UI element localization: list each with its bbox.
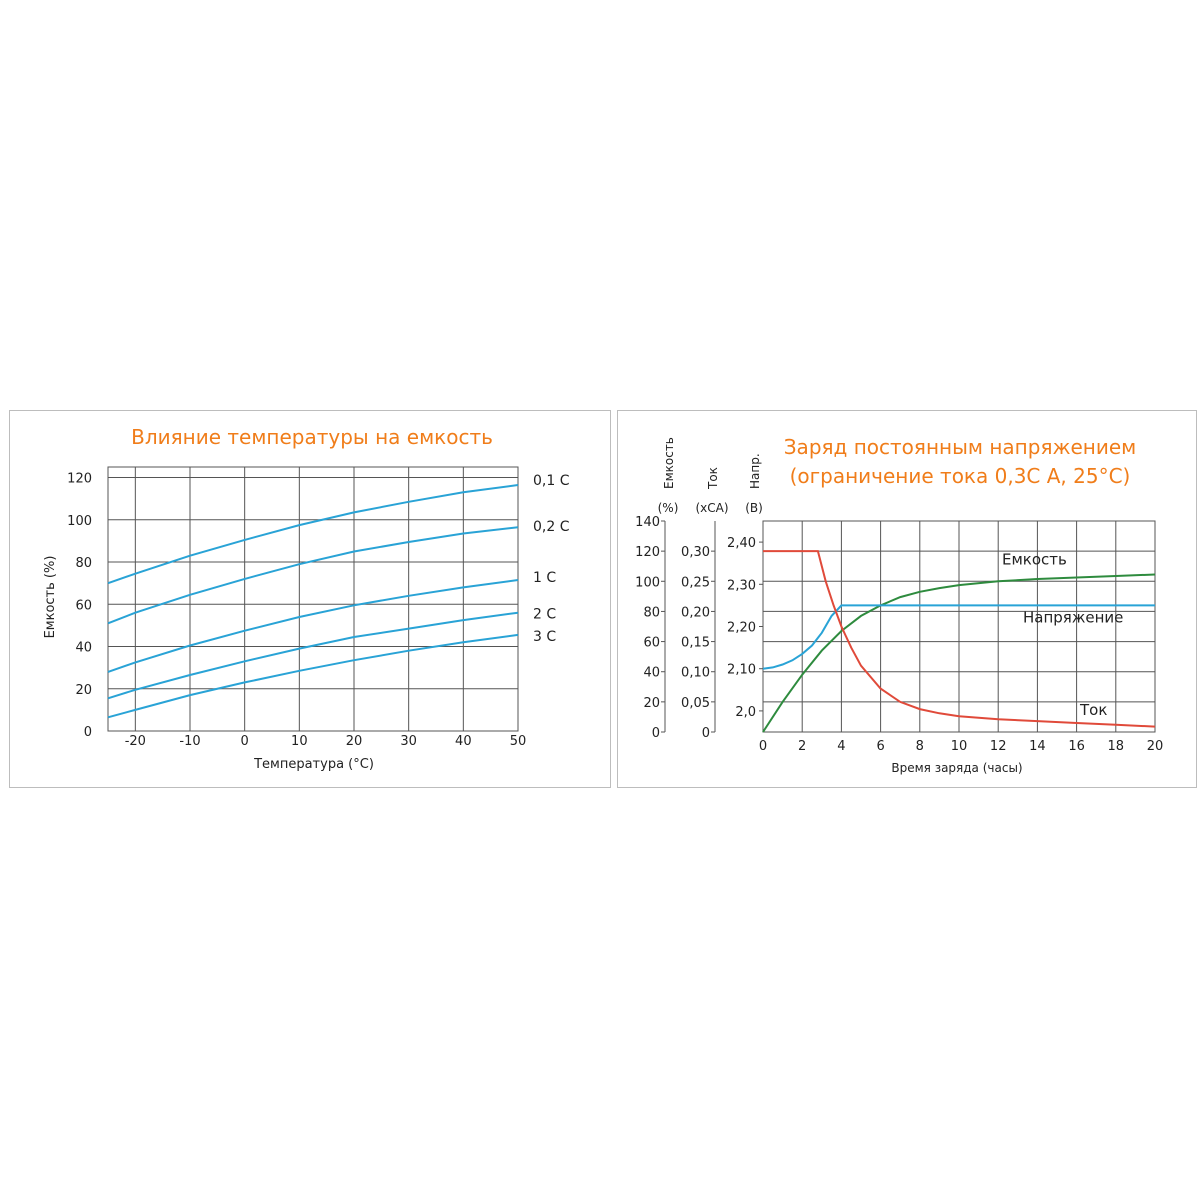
axis-header-unit: (%) xyxy=(658,501,679,515)
x-tick-label: 4 xyxy=(837,739,845,754)
series-lines xyxy=(107,484,519,719)
y-tick-label: 20 xyxy=(75,683,92,698)
x-tick-label: 12 xyxy=(990,739,1007,754)
series-label: Емкость xyxy=(1002,551,1067,569)
series-label: Напряжение xyxy=(1023,608,1123,626)
y-tick-label: 80 xyxy=(643,605,660,620)
y-tick-label: 80 xyxy=(75,556,92,571)
y-tick-label: 0 xyxy=(84,725,92,740)
series-label: 0,2 C xyxy=(533,519,570,535)
axis-header-unit: (хСА) xyxy=(695,501,728,515)
series-line xyxy=(762,604,1155,670)
series-label: 0,1 C xyxy=(533,473,570,489)
y-tick-label: 0,10 xyxy=(681,666,710,681)
series-labels: Емкость Напряжение Ток xyxy=(1002,551,1123,720)
x-tick-label: 30 xyxy=(400,734,417,749)
y-tick-label: 40 xyxy=(643,666,660,681)
series-label: 3 C xyxy=(533,629,556,645)
axis-header-label: Напр. xyxy=(748,453,762,489)
x-tick-label: 0 xyxy=(241,734,249,749)
x-tick-labels: 0 2 4 6 8 10 12 14 16 18 20 xyxy=(759,739,1163,754)
y-tick-label: 0,20 xyxy=(681,605,710,620)
series-label: 1 C xyxy=(533,570,556,586)
x-tick-labels: -20 -10 0 10 20 30 40 50 xyxy=(125,734,527,749)
constant-voltage-charge-panel: Заряд постоянным напряжением (ограничени… xyxy=(617,410,1197,788)
axis-header-label: Ток xyxy=(706,467,720,490)
chart-subtitle: (ограничение тока 0,3С А, 25°С) xyxy=(790,464,1131,488)
x-tick-label: 50 xyxy=(510,734,527,749)
series-label: 2 C xyxy=(533,607,556,623)
series-label: Ток xyxy=(1079,701,1107,719)
x-tick-label: -10 xyxy=(179,734,200,749)
series-line xyxy=(762,573,1156,733)
y-tick-label: 0,05 xyxy=(681,696,710,711)
y-tick-labels: 0 20 40 60 80 100 120 xyxy=(67,472,92,740)
y-axis-label: Емкость (%) xyxy=(43,556,58,639)
y-tick-label: 20 xyxy=(643,696,660,711)
y-tick-label: 0 xyxy=(702,726,710,741)
x-tick-label: 0 xyxy=(759,739,767,754)
chart-title: Влияние температуры на емкость xyxy=(131,425,493,449)
y-tick-label: 0 xyxy=(652,726,660,741)
series-line xyxy=(107,484,519,585)
x-tick-label: 16 xyxy=(1068,739,1085,754)
x-axis-label: Время заряда (часы) xyxy=(891,761,1022,775)
y-tick-label: 100 xyxy=(635,575,660,590)
y-tick-label: 0,30 xyxy=(681,545,710,560)
y-tick-label: 120 xyxy=(635,545,660,560)
y-tick-label: 2,30 xyxy=(727,578,756,593)
x-tick-label: 6 xyxy=(876,739,884,754)
series-line xyxy=(107,611,519,700)
axis-header-unit: (В) xyxy=(745,501,763,515)
x-axis-label: Температура (°C) xyxy=(253,757,374,772)
x-tick-label: 8 xyxy=(916,739,924,754)
y-tick-label: 100 xyxy=(67,514,92,529)
y-tick-label: 2,10 xyxy=(727,663,756,678)
series-labels: 0,1 C 0,2 C 1 C 2 C 3 C xyxy=(533,473,570,645)
y-tick-label: 60 xyxy=(643,636,660,651)
series-line xyxy=(763,550,1156,728)
y-tick-label: 0,25 xyxy=(681,575,710,590)
x-tick-label: 14 xyxy=(1029,739,1046,754)
x-tick-label: 10 xyxy=(951,739,968,754)
y-tick-label: 140 xyxy=(635,515,660,530)
x-tick-label: 40 xyxy=(455,734,472,749)
y-tick-labels: 0 20 40 60 80 100 120 140 0 0,05 0,10 0,15 0,20 0,25 0… xyxy=(635,515,763,741)
y-tick-label: 0,15 xyxy=(681,636,710,651)
series-line xyxy=(107,633,519,719)
temperature-capacity-chart: Влияние температуры на емкость 0 20 40 60 80… xyxy=(43,425,570,772)
y-tick-label: 2,20 xyxy=(727,621,756,636)
y-tick-label: 2,0 xyxy=(735,705,756,720)
constant-voltage-charge-chart: Заряд постоянным напряжением (ограничени… xyxy=(635,435,1163,775)
temperature-capacity-panel: Влияние температуры на емкость 0 20 40 60 80… xyxy=(9,410,611,788)
y-tick-label: 40 xyxy=(75,641,92,656)
grid xyxy=(107,466,519,732)
chart-title: Заряд постоянным напряжением xyxy=(784,435,1137,459)
y-tick-label: 60 xyxy=(75,598,92,613)
axis-headers: Емкость (%) Ток (хСА) Напр. (В) xyxy=(658,437,763,515)
series-lines xyxy=(762,550,1156,733)
y-tick-label: 2,40 xyxy=(727,536,756,551)
x-tick-label: 20 xyxy=(1147,739,1164,754)
x-tick-label: 18 xyxy=(1108,739,1125,754)
x-tick-label: -20 xyxy=(125,734,146,749)
x-tick-label: 10 xyxy=(291,734,308,749)
series-line xyxy=(107,579,519,673)
x-tick-label: 20 xyxy=(346,734,363,749)
y-tick-label: 120 xyxy=(67,472,92,487)
x-tick-label: 2 xyxy=(798,739,806,754)
plot-frame xyxy=(107,466,519,732)
axis-header-label: Емкость xyxy=(662,437,676,489)
series-line xyxy=(107,526,519,625)
